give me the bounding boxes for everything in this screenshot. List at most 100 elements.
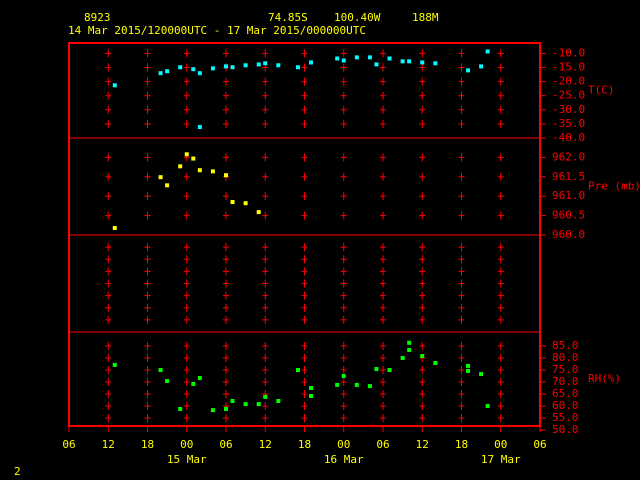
x-tick-label: 12: [102, 438, 115, 451]
date-label: 17 Mar: [481, 453, 521, 466]
data-point: [479, 64, 484, 69]
axis-label: T(C): [588, 84, 615, 97]
data-point: [407, 59, 412, 64]
period: 14 Mar 2015/120000UTC - 17 Mar 2015/0000…: [68, 24, 366, 37]
data-point: [210, 408, 215, 413]
data-point: [341, 58, 346, 63]
data-point: [420, 354, 425, 359]
x-tick-label: 12: [416, 438, 429, 451]
y-tick-label: -35.0: [552, 117, 585, 130]
data-point: [230, 65, 235, 70]
x-tick-label: 06: [219, 438, 232, 451]
y-tick-label: -40.0: [552, 131, 585, 144]
y-tick-label: -20.0: [552, 75, 585, 88]
longitude: 100.40W: [334, 11, 381, 24]
x-tick-label: 06: [533, 438, 546, 451]
data-point: [433, 361, 438, 366]
data-point: [191, 67, 196, 72]
latitude: 74.85S: [268, 11, 308, 24]
y-tick-label: 80.0: [552, 351, 579, 364]
data-point: [165, 69, 170, 74]
data-point: [197, 375, 202, 380]
data-point: [224, 64, 228, 69]
y-tick-label: 55.0: [552, 411, 579, 424]
data-point: [112, 362, 117, 367]
y-tick-label: -25.0: [552, 89, 585, 102]
x-tick-label: 18: [298, 438, 311, 451]
y-tick-label: 962.0: [552, 150, 585, 163]
data-point: [191, 156, 196, 161]
data-point: [197, 71, 202, 76]
data-point: [230, 200, 235, 205]
data-point: [295, 367, 300, 372]
data-point: [295, 65, 300, 70]
y-tick-label: 60.0: [552, 399, 579, 412]
data-point: [433, 61, 438, 66]
data-point: [210, 66, 215, 71]
data-point: [276, 398, 281, 403]
data-point: [224, 173, 228, 178]
y-tick-label: 70.0: [552, 375, 579, 388]
y-tick-label: 50.0: [552, 423, 579, 436]
page-number: 2: [14, 465, 21, 478]
data-point: [256, 210, 261, 215]
data-point: [335, 56, 340, 61]
data-point: [158, 175, 163, 180]
data-point: [184, 152, 189, 157]
data-point: [309, 386, 314, 391]
y-tick-label: -30.0: [552, 103, 585, 116]
data-point: [256, 402, 261, 407]
data-point: [367, 384, 372, 389]
y-tick-label: 961.0: [552, 189, 585, 202]
x-tick-label: 18: [455, 438, 468, 451]
data-point: [243, 402, 248, 407]
axis-label: RH(%): [588, 372, 621, 385]
data-point: [387, 367, 392, 372]
data-point: [400, 355, 405, 360]
data-point: [374, 62, 379, 67]
data-point: [407, 340, 412, 345]
data-point: [466, 368, 471, 373]
data-point: [479, 372, 484, 377]
data-point: [165, 379, 170, 384]
data-point: [400, 59, 405, 64]
data-point: [367, 55, 372, 60]
data-point: [158, 367, 163, 372]
data-point: [243, 63, 248, 68]
date-label: 16 Mar: [324, 453, 364, 466]
x-tick-label: 00: [494, 438, 507, 451]
data-point: [112, 226, 117, 231]
data-point: [178, 164, 183, 169]
x-tick-label: 00: [180, 438, 193, 451]
axis-label: Pre (mb): [588, 180, 640, 193]
data-point: [374, 367, 379, 372]
data-point: [309, 393, 314, 398]
data-point: [485, 404, 490, 409]
station-id: 8923: [84, 11, 111, 24]
y-tick-label: 961.5: [552, 170, 585, 183]
data-point: [230, 398, 235, 403]
y-tick-label: 75.0: [552, 363, 579, 376]
data-point: [158, 71, 163, 76]
data-point: [112, 83, 117, 88]
data-point: [309, 60, 314, 65]
y-tick-label: 960.5: [552, 209, 585, 222]
data-point: [466, 68, 471, 73]
elevation: 188M: [412, 11, 439, 24]
data-point: [407, 348, 412, 353]
y-tick-label: 960.0: [552, 228, 585, 241]
data-point: [335, 382, 340, 387]
data-point: [197, 168, 202, 173]
data-point: [256, 62, 261, 67]
data-point: [191, 381, 196, 386]
x-tick-label: 06: [376, 438, 389, 451]
data-point: [263, 61, 268, 66]
data-point: [276, 63, 281, 68]
data-point: [197, 125, 202, 130]
data-point: [243, 201, 248, 206]
data-point: [485, 49, 490, 54]
x-tick-label: 06: [62, 438, 75, 451]
y-tick-label: -10.0: [552, 46, 585, 59]
data-point: [466, 363, 471, 368]
